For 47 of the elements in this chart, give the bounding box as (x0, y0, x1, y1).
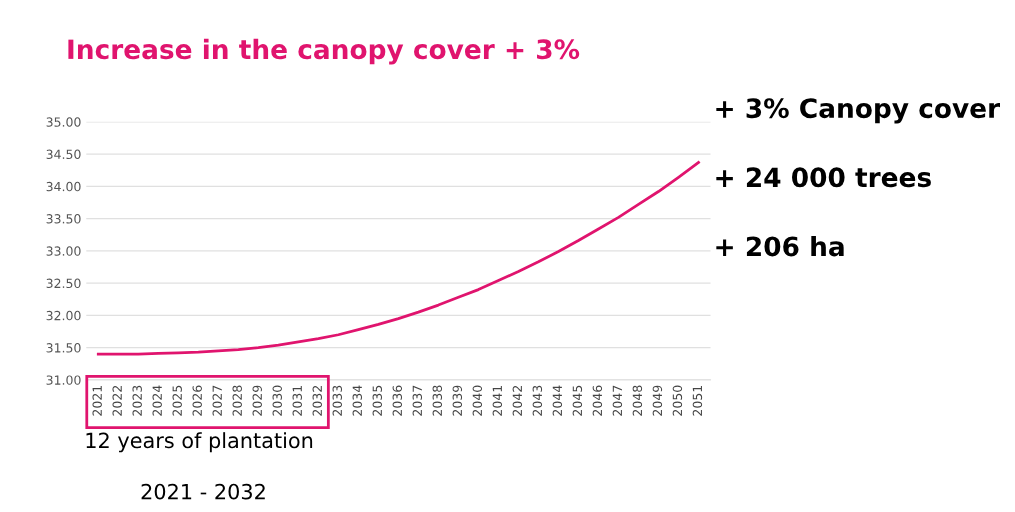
text: 12 years of plantation (86, 432, 313, 453)
x-tick-label: 2034 (352, 385, 362, 416)
x-tick-label: 2041 (492, 385, 503, 416)
x-tick-label: 2048 (632, 385, 643, 416)
x-tick-label: 2025 (172, 385, 182, 416)
text: + 24 000 trees (716, 167, 931, 188)
x-tick-label: 2027 (212, 385, 222, 416)
x-tick-label: 2051 (692, 385, 703, 416)
y-tick-label: 31.00 (46, 375, 81, 385)
x-tick-label: 2047 (612, 385, 623, 416)
line-series (96, 161, 700, 356)
x-tick-label: 2046 (592, 385, 603, 416)
y-tick-label: 33.50 (46, 214, 81, 224)
x-tick-label: 2022 (112, 386, 122, 416)
chart-title: Increase in the canopy cover + 3% (68, 38, 580, 65)
x-tick-label: 2038 (432, 385, 443, 416)
x-tick-label: 2037 (412, 385, 423, 416)
y-tick-label: 34.50 (46, 149, 81, 160)
y-tick-label: 35.00 (46, 117, 81, 127)
text: + 3% Canopy cover (716, 98, 1001, 124)
y-tick-label: 33.00 (46, 246, 81, 256)
y-tick-label: 31.50 (46, 343, 81, 353)
x-tick-label: 2050 (672, 385, 683, 416)
x-tick-label: 2024 (152, 385, 162, 416)
x-tick-label: 2035 (372, 385, 383, 416)
text: + 206 ha (716, 235, 844, 257)
x-tick-label: 2036 (392, 385, 403, 416)
x-tick-label: 2023 (132, 385, 142, 416)
y-tick-label: 32.00 (46, 310, 81, 321)
x-tick-label: 2029 (252, 385, 262, 416)
x-tick-label: 2039 (452, 385, 463, 416)
x-tick-label: 2030 (272, 385, 282, 416)
y-tick-label: 34.00 (46, 181, 81, 192)
y-tick-label: 32.50 (46, 278, 81, 289)
x-tick-label: 2044 (552, 385, 563, 416)
x-tick-label: 2032 (312, 386, 322, 416)
x-tick-label: 2028 (232, 385, 242, 416)
x-tick-label: 2043 (532, 385, 543, 416)
x-tick-label: 2049 (652, 385, 663, 416)
x-tick-label: 2045 (572, 385, 583, 416)
x-tick-label: 2033 (332, 385, 342, 416)
x-tick-label: 2040 (472, 385, 483, 416)
x-tick-label: 2021 (92, 385, 102, 416)
x-tick-label: 2042 (512, 386, 523, 416)
x-tick-label: 2031 (292, 385, 302, 416)
text: 2021 - 2032 (141, 483, 265, 500)
x-tick-label: 2026 (192, 385, 202, 416)
